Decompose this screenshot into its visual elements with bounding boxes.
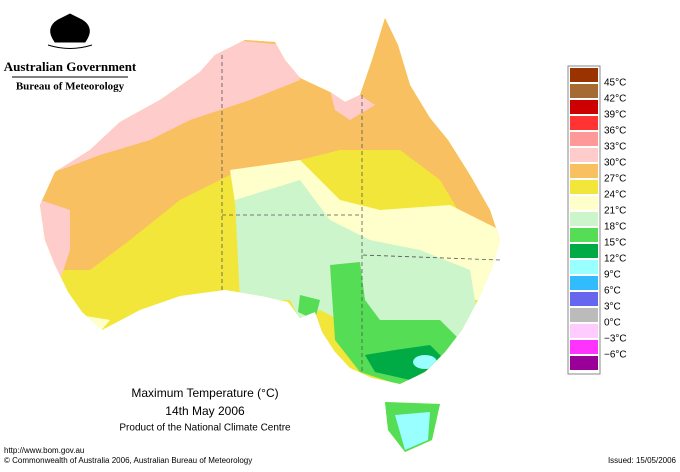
legend-swatch [570, 164, 598, 178]
legend-label: 15°C [604, 238, 626, 249]
url: http://www.bom.gov.au [4, 446, 84, 455]
crest [47, 13, 93, 49]
legend-label: 3°C [604, 302, 621, 313]
legend-swatch [570, 324, 598, 338]
legend-swatch [570, 212, 598, 226]
legend-swatch [570, 340, 598, 354]
issued: Issued: 15/05/2006 [608, 456, 677, 465]
legend-label: 30°C [604, 158, 626, 169]
legend-label: 9°C [604, 270, 621, 281]
legend-label: 24°C [604, 190, 626, 201]
legend-swatch [570, 148, 598, 162]
map-product: Product of the National Climate Centre [119, 423, 291, 434]
legend-swatch [570, 308, 598, 322]
legend-label: 21°C [604, 206, 626, 217]
legend-label: 42°C [604, 94, 626, 105]
legend-swatch [570, 132, 598, 146]
legend-swatch [570, 228, 598, 242]
legend-label: 6°C [604, 286, 621, 297]
legend-swatch [570, 180, 598, 194]
legend-label: 27°C [604, 174, 626, 185]
legend-label: 45°C [604, 78, 626, 89]
legend-swatch [570, 68, 598, 82]
map-title: Maximum Temperature (°C) [131, 386, 278, 400]
legend-swatch [570, 356, 598, 370]
legend-label: 39°C [604, 110, 626, 121]
state-borders [221, 55, 501, 372]
bureau: Bureau of Meteorology [16, 81, 125, 93]
legend: 45°C 42°C 39°C 36°C 33°C 30°C 27°C 24°C 21°C 18°C… [567, 65, 627, 375]
map-date: 14th May 2006 [165, 404, 245, 418]
legend-swatch [570, 196, 598, 210]
legend-swatch [570, 276, 598, 290]
legend-label: −3°C [604, 334, 627, 345]
copyright: © Commonwealth of Australia 2006, Austra… [4, 456, 252, 465]
legend-label: 12°C [604, 254, 626, 265]
legend-label: 0°C [604, 318, 621, 329]
legend-swatch [570, 84, 598, 98]
legend-swatch [570, 116, 598, 130]
legend-swatch [570, 100, 598, 114]
legend-label: 18°C [604, 222, 626, 233]
legend-label: −6°C [604, 350, 627, 361]
legend-label: 36°C [604, 126, 626, 137]
agency: Australian Government [4, 59, 137, 74]
legend-swatch [570, 244, 598, 258]
legend-swatch [570, 260, 598, 274]
legend-swatch [570, 292, 598, 306]
legend-label: 33°C [604, 142, 626, 153]
